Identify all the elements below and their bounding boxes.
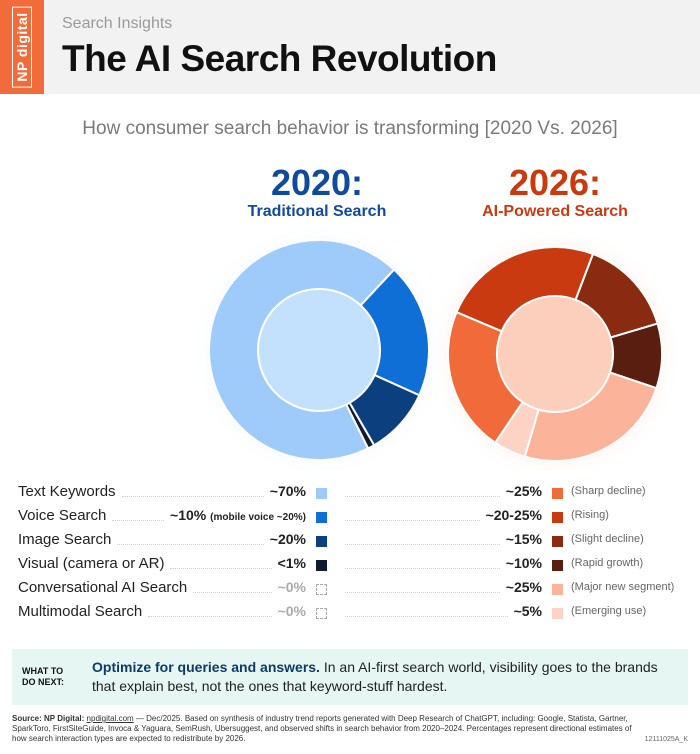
legend-label: Conversational AI Search — [18, 579, 188, 596]
leader-dots — [170, 568, 272, 569]
next-text: Optimize for queries and answers. In an … — [92, 658, 682, 696]
swatch-2020 — [316, 560, 327, 571]
eyebrow-label: Search Insights — [62, 15, 173, 32]
slice-2026-text-keywords — [455, 246, 595, 333]
value-2020: ~20% — [270, 531, 306, 547]
swatch-2026 — [552, 584, 563, 595]
swatch-2020 — [316, 488, 327, 499]
swatch-2026 — [552, 536, 563, 547]
value-2026: ~25% — [505, 483, 542, 499]
swatch-2020 — [316, 512, 327, 523]
value-2020-text: <1% — [277, 555, 306, 571]
source-note: Source: NP Digital: npdigital.com — Dec/… — [12, 714, 632, 744]
value-2020-text: ~0% — [277, 579, 306, 595]
legend-label: Text Keywords — [18, 483, 116, 500]
swatch-2020 — [316, 608, 327, 619]
slice-2026-conversational-ai — [523, 371, 658, 462]
leader-dots — [148, 616, 272, 617]
next-bold: Optimize for queries and answers. — [92, 659, 320, 675]
donut-2026 — [447, 246, 663, 462]
source-link[interactable]: npdigital.com — [86, 714, 134, 723]
leader-dots — [112, 520, 165, 521]
what-to-do-next-box: WHAT TO DO NEXT: Optimize for queries an… — [12, 649, 688, 705]
chart-2020-subtitle: Traditional Search — [247, 203, 387, 220]
swatch-2026 — [552, 560, 563, 571]
legend-row: Voice Search ~10% (mobile voice ~20%) ~20-… — [0, 506, 700, 528]
donut-charts — [191, 222, 683, 470]
value-2020-text: ~70% — [269, 483, 306, 499]
leader-dots — [345, 568, 500, 569]
leader-dots — [121, 496, 264, 497]
value-2020: ~0% — [278, 603, 306, 619]
swatch-2020 — [316, 584, 327, 595]
leader-dots — [345, 496, 500, 497]
leader-dots — [345, 520, 480, 521]
value-2026: ~25% — [505, 579, 542, 595]
voice-note: (mobile voice ~20%) — [210, 512, 306, 523]
value-2026: ~20-25% — [485, 507, 542, 523]
trend-note: (Slight decline) — [571, 533, 644, 545]
value-2020: ~0% — [278, 579, 306, 595]
page-title: The AI Search Revolution — [62, 38, 497, 79]
chart-2026-heading: 2026: AI-Powered Search — [435, 164, 675, 222]
legend-label: Multimodal Search — [18, 603, 143, 620]
value-2020: ~70% — [270, 483, 306, 499]
value-2020: ~10% (mobile voice ~20%) — [170, 507, 306, 523]
slice-2020-text-keywords — [208, 239, 396, 461]
legend-label: Voice Search — [18, 507, 107, 524]
trend-note: (Sharp decline) — [571, 485, 646, 497]
value-2020-text: ~0% — [277, 603, 306, 619]
np-digital-logo[interactable]: NP digital — [0, 0, 44, 94]
leader-dots — [345, 616, 508, 617]
chart-2026-year: 2026: — [508, 162, 602, 203]
legend-row: Text Keywords ~70% ~25% (Sharp decline) — [0, 482, 700, 504]
leader-dots — [345, 544, 500, 545]
legend-label: Visual (camera or AR) — [18, 555, 165, 572]
legend-row: Image Search ~20% ~15% (Slight decline) — [0, 530, 700, 552]
value-2026: ~15% — [505, 531, 542, 547]
trend-note: (Rapid growth) — [571, 557, 644, 569]
leader-dots — [193, 592, 272, 593]
page-subtitle: How consumer search behavior is transfor… — [82, 118, 618, 139]
chart-2020-heading: 2020: Traditional Search — [197, 164, 437, 222]
leader-dots — [117, 544, 264, 545]
header: NP digital Search Insights The AI Search… — [0, 0, 700, 94]
trend-note: (Major new segment) — [571, 581, 675, 593]
value-2026: ~10% — [505, 555, 542, 571]
next-body: In an AI-first search world, visibility … — [92, 659, 658, 694]
legend-label: Image Search — [18, 531, 112, 548]
swatch-2026 — [552, 488, 563, 499]
legend-row: Visual (camera or AR) <1% ~10% (Rapid growt… — [0, 554, 700, 576]
next-tag: WHAT TO DO NEXT: — [22, 666, 65, 687]
leader-dots — [345, 592, 500, 593]
legend-row: Multimodal Search ~0% ~5% (Emerging use) — [0, 602, 700, 624]
swatch-2026 — [552, 608, 563, 619]
slice-2026-voice-search — [447, 310, 524, 445]
legend-row: Conversational AI Search ~0% ~25% (Major ne… — [0, 578, 700, 600]
source-label: Source: NP Digital: — [12, 714, 85, 723]
donut-2020 — [208, 239, 430, 461]
trend-note: (Emerging use) — [571, 605, 647, 617]
swatch-2026 — [552, 512, 563, 523]
trend-note: (Rising) — [571, 509, 609, 521]
value-2020-text: ~10% — [170, 507, 207, 523]
value-2026: ~5% — [513, 603, 542, 619]
value-2020: <1% — [278, 555, 306, 571]
chart-2026-subtitle: AI-Powered Search — [482, 203, 628, 220]
value-2020-text: ~20% — [269, 531, 306, 547]
source-code: 12111025A_K — [644, 736, 688, 743]
source-text: — Dec/2025. Based on synthesis of indust… — [12, 714, 632, 743]
chart-2020-year: 2020: — [270, 162, 364, 203]
swatch-2020 — [316, 536, 327, 547]
